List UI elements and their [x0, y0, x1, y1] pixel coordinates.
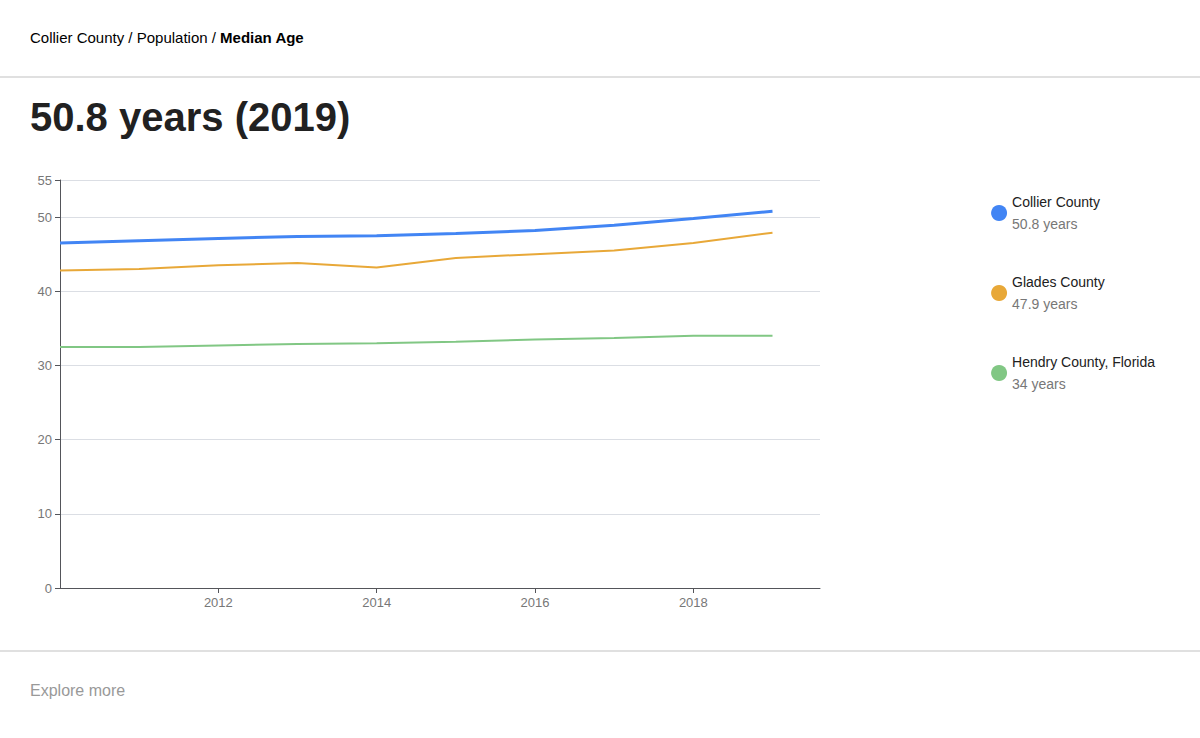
svg-text:50.8 years (2019): 50.8 years (2019) — [30, 95, 350, 139]
svg-text:Hendry County, Florida: Hendry County, Florida — [1012, 354, 1155, 370]
svg-text:50: 50 — [38, 210, 52, 225]
svg-text:47.9 years: 47.9 years — [1012, 296, 1077, 312]
svg-text:2014: 2014 — [362, 595, 391, 610]
svg-text:Collier County: Collier County — [1012, 194, 1100, 210]
svg-text:2016: 2016 — [521, 595, 550, 610]
svg-text:Explore more: Explore more — [30, 682, 125, 699]
svg-text:34 years: 34 years — [1012, 376, 1066, 392]
svg-text:2012: 2012 — [204, 595, 233, 610]
svg-text:30: 30 — [38, 358, 52, 373]
svg-text:10: 10 — [38, 506, 52, 521]
svg-text:20: 20 — [38, 432, 52, 447]
svg-text:55: 55 — [38, 173, 52, 188]
svg-text:2018: 2018 — [679, 595, 708, 610]
svg-text:0: 0 — [45, 581, 52, 596]
svg-text:Glades County: Glades County — [1012, 274, 1105, 290]
svg-text:Median Age: Median Age — [220, 29, 304, 46]
svg-text:Collier County / Population /: Collier County / Population / — [30, 29, 220, 46]
svg-text:40: 40 — [38, 284, 52, 299]
svg-text:50.8 years: 50.8 years — [1012, 216, 1077, 232]
